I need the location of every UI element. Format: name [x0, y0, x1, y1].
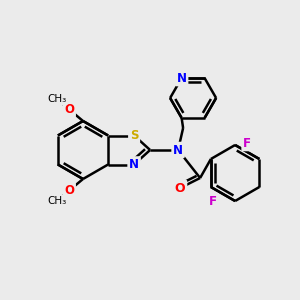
Text: N: N [173, 143, 183, 157]
Text: CH₃: CH₃ [47, 196, 67, 206]
Text: N: N [129, 158, 139, 171]
Text: F: F [243, 136, 251, 149]
Text: O: O [175, 182, 185, 194]
Text: O: O [64, 184, 74, 197]
Text: O: O [64, 103, 74, 116]
Text: S: S [130, 129, 138, 142]
Text: N: N [177, 72, 187, 85]
Text: F: F [209, 194, 217, 208]
Text: CH₃: CH₃ [47, 94, 67, 104]
